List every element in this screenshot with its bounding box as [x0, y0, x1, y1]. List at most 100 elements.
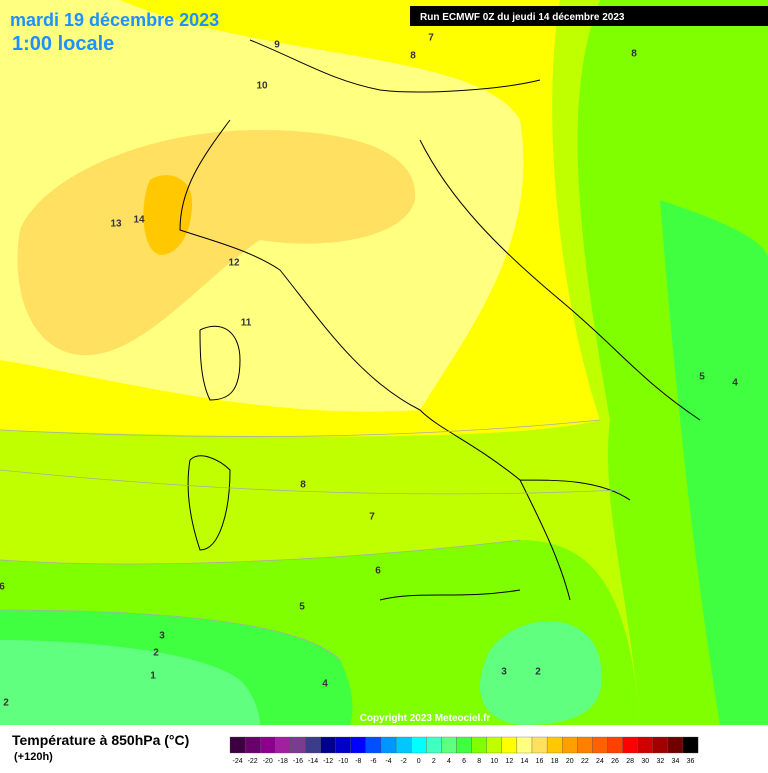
legend-subtitle: (+120h) [14, 751, 53, 763]
legend-swatch [577, 736, 593, 754]
legend-tick-label: -18 [278, 758, 288, 765]
contour-label: 12 [228, 258, 240, 269]
legend-tick-label: -16 [293, 758, 303, 765]
legend-swatch [516, 736, 533, 754]
legend-tick-label: 34 [672, 758, 680, 765]
legend-tick-label: 32 [656, 758, 664, 765]
legend-tick-label: 12 [505, 758, 513, 765]
legend-tick-label: -22 [248, 758, 258, 765]
band-6 [660, 200, 768, 725]
legend-tick-label: 30 [641, 758, 649, 765]
legend-swatch [607, 736, 623, 754]
legend-swatch [305, 736, 321, 754]
band-16 [17, 130, 416, 356]
legend-tick-label: -10 [338, 758, 348, 765]
legend-tick-label: -20 [263, 758, 273, 765]
legend-tick-label: 16 [536, 758, 544, 765]
map-date: mardi 19 décembre 2023 [10, 10, 219, 30]
legend-swatch [652, 736, 669, 754]
legend-swatch [592, 736, 608, 754]
legend-swatch [546, 736, 563, 754]
map-time: 1:00 locale [12, 33, 114, 55]
contour-label: 3 [159, 631, 165, 642]
legend-swatch [335, 736, 351, 754]
contour-label: 14 [133, 215, 145, 226]
band-18 [143, 175, 193, 255]
contour-label: 8 [300, 480, 306, 491]
legend-swatch [275, 736, 291, 754]
legend-swatch [622, 736, 638, 754]
contour-label: 10 [256, 81, 268, 92]
legend-tick-label: 28 [626, 758, 634, 765]
legend-tick-label: 18 [551, 758, 559, 765]
contour-label: 11 [241, 318, 252, 329]
legend-swatch [531, 736, 548, 754]
contour-label: 13 [110, 219, 122, 230]
band-4-east [480, 621, 602, 725]
legend-tick-label: -4 [385, 758, 391, 765]
legend-tick-label: 2 [432, 758, 436, 765]
legend-tick-label: 10 [490, 758, 498, 765]
legend-tick-label: 14 [521, 758, 529, 765]
legend-swatch [320, 736, 336, 754]
contour-label: 7 [428, 33, 434, 44]
contour-label: 5 [699, 372, 705, 383]
legend-swatch [290, 736, 306, 754]
isotherms [0, 419, 621, 661]
legend-swatch [456, 736, 472, 754]
contour-label: 9 [274, 40, 280, 51]
legend-tick-label: -14 [308, 758, 318, 765]
legend-tick-label: 0 [417, 758, 421, 765]
legend-swatch [486, 736, 502, 754]
legend-tick-label: -8 [355, 758, 361, 765]
contour-label: 2 [535, 667, 541, 678]
legend-swatch [426, 736, 442, 754]
contour-label: 2 [153, 648, 159, 659]
contour-label: 6 [375, 566, 381, 577]
legend-swatch [380, 736, 397, 754]
legend-tick-label: -24 [232, 758, 242, 765]
band-4 [0, 640, 260, 725]
legend-tick-label: -2 [401, 758, 407, 765]
legend-tick-label: -6 [370, 758, 376, 765]
legend-swatch [441, 736, 457, 754]
legend-tick-label: 24 [596, 758, 604, 765]
legend-tick-label: 4 [447, 758, 451, 765]
legend-tick-label: 26 [611, 758, 619, 765]
contour-label: 4 [732, 378, 738, 389]
legend-tick-label: 8 [477, 758, 481, 765]
legend-swatch [229, 736, 246, 754]
legend-swatch [501, 736, 518, 754]
contour-label: 1 [150, 671, 156, 682]
legend-swatch [637, 736, 653, 754]
legend-swatch [682, 736, 699, 754]
contour-label: 4 [322, 679, 328, 690]
coastlines [179, 39, 701, 601]
contour-label: 5 [299, 602, 305, 613]
contour-label: 2 [3, 698, 9, 709]
legend-tick-label: 36 [687, 758, 695, 765]
legend-swatch [365, 736, 382, 754]
legend-swatch [260, 736, 276, 754]
contour-label: 8 [410, 51, 416, 62]
contour-label: 7 [369, 512, 375, 523]
contour-label: 8 [631, 49, 637, 60]
legend-tick-label: -12 [323, 758, 333, 765]
legend-swatch [350, 736, 367, 754]
copyright: Copyright 2023 Meteociel.fr [360, 713, 491, 724]
legend-tick-label: 20 [566, 758, 574, 765]
legend-title: Température à 850hPa (°C) [12, 732, 189, 748]
legend-swatch [411, 736, 427, 754]
legend-swatch [562, 736, 578, 754]
contour-label: 3 [501, 667, 507, 678]
legend-swatch [471, 736, 487, 754]
run-banner [410, 6, 768, 26]
contour-label: 6 [0, 582, 5, 593]
legend-tick-label: 6 [462, 758, 466, 765]
run-info: Run ECMWF 0Z du jeudi 14 décembre 2023 [420, 12, 625, 23]
legend-swatch [244, 736, 261, 754]
legend-swatch [395, 736, 412, 754]
legend-tick-label: 22 [581, 758, 589, 765]
legend-swatch [667, 736, 684, 754]
